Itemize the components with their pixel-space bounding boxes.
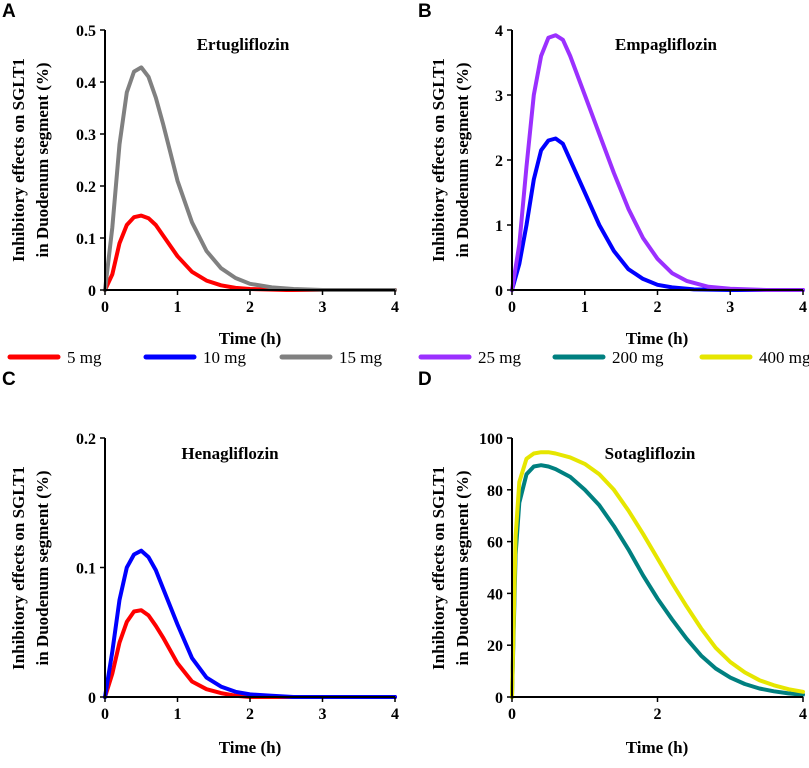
y-tick-label: 0.1 <box>76 561 96 578</box>
legend-label-15-mg: 15 mg <box>339 348 382 367</box>
panel-letter-a: A <box>2 1 16 22</box>
legend-label-400-mg: 400 mg <box>759 348 809 367</box>
y-tick-label: 80 <box>487 483 503 500</box>
x-tick-label: 3 <box>319 706 327 723</box>
panel-letter-c: C <box>2 369 16 390</box>
y-axis-label-line1: Inhibitory effects on SGLT1 <box>9 466 28 670</box>
series-line-200-mg <box>510 463 805 699</box>
x-axis-label: Time (h) <box>626 329 689 348</box>
y-tick-label: 0 <box>88 690 96 707</box>
chart-title: Sotagliflozin <box>605 444 696 463</box>
y-tick-label: 2 <box>495 153 503 170</box>
y-axis-label-line2: in Duodenum segment (%) <box>453 62 472 257</box>
x-tick-label: 4 <box>391 299 399 316</box>
y-tick-label: 0.4 <box>76 75 96 92</box>
series-line-5-mg <box>103 608 397 699</box>
y-tick-label: 0.2 <box>76 179 96 196</box>
x-tick-label: 1 <box>581 299 589 316</box>
series-line-5-mg <box>103 213 397 292</box>
x-tick-label: 4 <box>799 706 807 723</box>
chart-title: Henagliflozin <box>181 444 279 463</box>
x-axis-label: Time (h) <box>219 738 282 757</box>
y-axis-label-line2: in Duodenum segment (%) <box>33 62 52 257</box>
y-tick-label: 0.1 <box>76 231 96 248</box>
x-tick-label: 1 <box>174 299 182 316</box>
y-tick-label: 100 <box>479 431 503 448</box>
x-tick-label: 2 <box>654 706 662 723</box>
x-tick-label: 0 <box>508 706 516 723</box>
y-tick-label: 0.3 <box>76 127 96 144</box>
series-line-10-mg <box>103 548 397 699</box>
series-line-15-mg <box>103 65 397 292</box>
chart-title: Empagliflozin <box>615 35 718 54</box>
y-tick-label: 1 <box>495 218 503 235</box>
panel-a-ertugliflozin: A Ertugliflozin Time (h) Inhibitory effe… <box>2 1 399 348</box>
y-tick-label: 4 <box>495 23 503 40</box>
x-tick-label: 2 <box>246 299 254 316</box>
legend-label-10-mg: 10 mg <box>203 348 246 367</box>
y-tick-label: 0 <box>495 283 503 300</box>
legend-label-25-mg: 25 mg <box>478 348 521 367</box>
series-line-10-mg <box>510 136 805 292</box>
x-axis-label: Time (h) <box>219 329 282 348</box>
y-axis-label-line2: in Duodenum segment (%) <box>453 470 472 665</box>
y-tick-label: 40 <box>487 586 503 603</box>
x-tick-label: 3 <box>319 299 327 316</box>
y-axis-label-line1: Inhibitory effects on SGLT1 <box>9 58 28 262</box>
panel-c-henagliflozin: C Henagliflozin Time (h) Inhibitory effe… <box>2 369 399 757</box>
x-tick-label: 2 <box>246 706 254 723</box>
y-axis-label-line1: Inhibitory effects on SGLT1 <box>429 466 448 670</box>
y-tick-label: 0 <box>495 690 503 707</box>
legend: 5 mg 10 mg 15 mg 25 mg 200 mg 400 mg <box>7 348 809 367</box>
y-tick-label: 20 <box>487 638 503 655</box>
x-tick-label: 0 <box>101 299 109 316</box>
x-tick-label: 0 <box>101 706 109 723</box>
panel-letter-b: B <box>418 1 432 22</box>
y-tick-label: 60 <box>487 535 503 552</box>
series-line-400-mg <box>510 450 805 699</box>
chart-title: Ertugliflozin <box>197 35 290 54</box>
series-line-25-mg <box>510 33 805 292</box>
legend-label-5-mg: 5 mg <box>67 348 102 367</box>
y-axis-label-line1: Inhibitory effects on SGLT1 <box>429 58 448 262</box>
legend-label-200-mg: 200 mg <box>612 348 664 367</box>
x-tick-label: 2 <box>654 299 662 316</box>
x-tick-label: 3 <box>726 299 734 316</box>
x-tick-label: 4 <box>799 299 807 316</box>
y-tick-label: 0.5 <box>76 23 96 40</box>
x-tick-label: 4 <box>391 706 399 723</box>
y-tick-label: 0.2 <box>76 431 96 448</box>
panel-d-sotagliflozin: D Sotagliflozin Time (h) Inhibitory effe… <box>418 369 807 757</box>
x-tick-label: 0 <box>508 299 516 316</box>
y-axis-label-line2: in Duodenum segment (%) <box>33 470 52 665</box>
x-tick-label: 1 <box>174 706 182 723</box>
x-axis-label: Time (h) <box>626 738 689 757</box>
panel-b-empagliflozin: B Empagliflozin Time (h) Inhibitory effe… <box>418 1 807 348</box>
y-tick-label: 3 <box>495 88 503 105</box>
y-tick-label: 0 <box>88 283 96 300</box>
panel-letter-d: D <box>418 369 432 390</box>
